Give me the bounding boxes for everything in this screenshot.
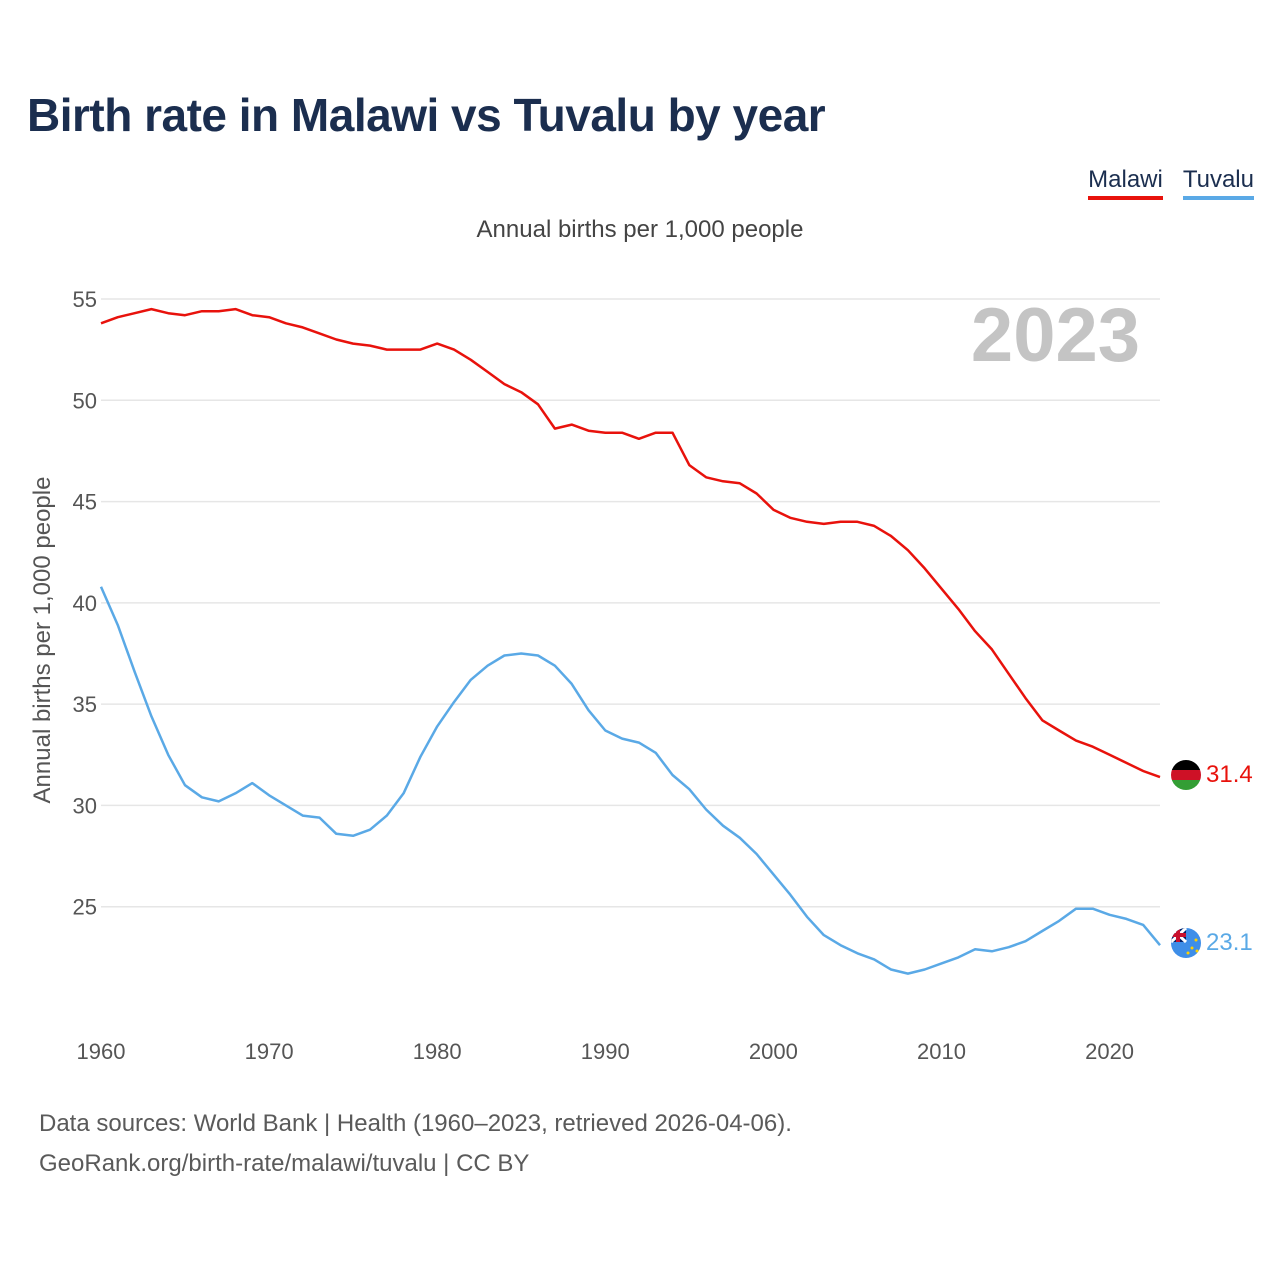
chart-subtitle: Annual births per 1,000 people [476, 216, 804, 243]
line-chart: 25 30 35 40 45 50 55 1960 1970 1980 1990 2000 2010 2… [29, 287, 1253, 1064]
y-axis-label: Annual births per 1,000 people [29, 477, 56, 804]
series-line-malawi [100, 307, 1161, 779]
legend-item-tuvalu[interactable]: Tuvalu [1182, 166, 1254, 200]
x-tick-label: 2020 [1085, 1039, 1134, 1064]
y-tick-label: 30 [73, 793, 97, 818]
x-tick-label: 1990 [581, 1039, 630, 1064]
x-tick-label: 2010 [917, 1039, 966, 1064]
x-tick-label: 2000 [749, 1039, 798, 1064]
legend: Malawi Tuvalu [1088, 166, 1254, 200]
footer: Data sources: World Bank | Health (1960–… [39, 1104, 792, 1184]
malawi-end-value: 31.4 [1206, 761, 1253, 788]
series-lines [99, 307, 1161, 975]
x-tick-label: 1980 [413, 1039, 462, 1064]
y-tick-label: 35 [73, 692, 97, 717]
y-tick-label: 50 [73, 388, 97, 413]
footer-attribution[interactable]: GeoRank.org/birth-rate/malawi/tuvalu | C… [39, 1150, 530, 1177]
y-tick-label: 25 [73, 895, 97, 920]
malawi-flag-icon [1171, 760, 1201, 790]
footer-sources: Data sources: World Bank | Health (1960–… [39, 1110, 792, 1137]
y-tick-label: 55 [73, 287, 97, 312]
y-tick-label: 45 [73, 490, 97, 515]
y-axis-ticks: 25 30 35 40 45 50 55 [73, 287, 97, 920]
x-tick-label: 1970 [245, 1039, 294, 1064]
x-tick-label: 1960 [77, 1039, 126, 1064]
tuvalu-flag-icon [1171, 928, 1201, 958]
grid [101, 298, 1160, 908]
year-annotation: 2023 [971, 293, 1140, 378]
page-title: Birth rate in Malawi vs Tuvalu by year [27, 89, 826, 141]
tuvalu-end-value: 23.1 [1206, 929, 1253, 956]
series-line-tuvalu [99, 586, 1161, 975]
legend-item-malawi[interactable]: Malawi [1088, 166, 1163, 200]
x-axis-ticks: 1960 1970 1980 1990 2000 2010 2020 [77, 1039, 1135, 1064]
y-tick-label: 40 [73, 591, 97, 616]
